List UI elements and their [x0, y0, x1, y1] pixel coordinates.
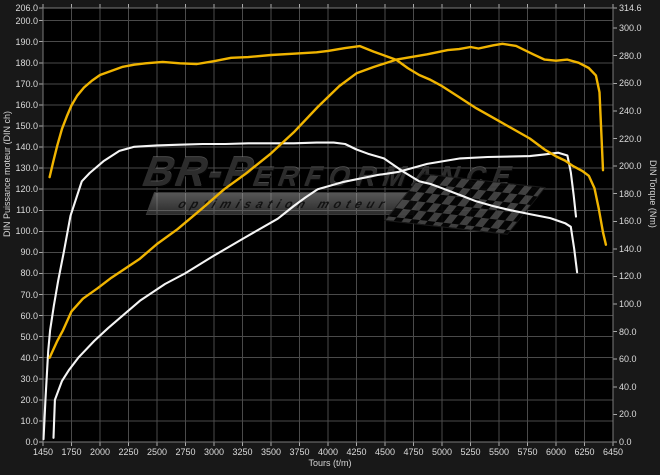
plot-border [42, 7, 614, 443]
torque-tuned-curve [48, 44, 608, 246]
power-tuned-curve [48, 42, 605, 359]
torque-stock-curve [42, 141, 579, 441]
power-stock-curve [52, 151, 578, 439]
